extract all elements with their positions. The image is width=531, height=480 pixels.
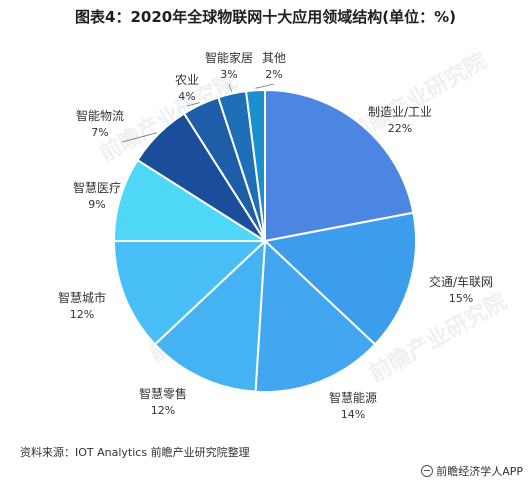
pie-slice <box>262 211 417 346</box>
slice-percent: 14% <box>341 408 365 421</box>
pie-slice <box>264 88 415 243</box>
brand-text: 前瞻经济学人APP <box>436 465 523 478</box>
pie-slice <box>254 238 377 393</box>
slice-percent: 15% <box>449 292 473 305</box>
slice-percent: 3% <box>220 68 237 81</box>
pie-slice <box>112 240 268 346</box>
slice-percent: 4% <box>178 90 195 103</box>
slice-label: 智慧城市 <box>58 290 106 305</box>
slice-percent: 22% <box>388 122 412 135</box>
slice-label: 智能物流 <box>76 108 124 123</box>
slice-label: 智慧医疗 <box>73 180 121 195</box>
slice-label: 智慧能源 <box>329 390 377 405</box>
pie-slice <box>244 88 266 242</box>
chart-title: 图表4：2020年全球物联网十大应用领域结构(单位：%) <box>75 8 456 26</box>
pie-slice <box>153 238 267 393</box>
leader-line <box>255 83 275 89</box>
leader-line <box>186 102 200 107</box>
slice-label: 其他 <box>262 51 286 65</box>
slice-percent: 2% <box>265 68 282 81</box>
slice-label: 智能家居 <box>205 50 253 65</box>
slice-percent: 12% <box>151 404 175 417</box>
source-note: 资料来源：IOT Analytics 前瞻产业研究院整理 <box>20 446 250 459</box>
slice-percent: 12% <box>70 308 94 321</box>
slice-percent: 9% <box>88 198 105 211</box>
slice-label: 农业 <box>175 73 199 87</box>
brand-logo-icon <box>421 465 434 477</box>
slice-percent: 7% <box>91 126 108 139</box>
leader-line <box>228 83 233 92</box>
slice-label: 交通/车联网 <box>429 274 493 289</box>
slice-label: 智慧零售 <box>139 386 187 401</box>
leader-line <box>121 132 157 143</box>
slice-label: 制造业/工业 <box>368 105 432 119</box>
pie-slice <box>112 158 269 242</box>
brand-credit: 前瞻经济学人APP <box>421 463 523 479</box>
